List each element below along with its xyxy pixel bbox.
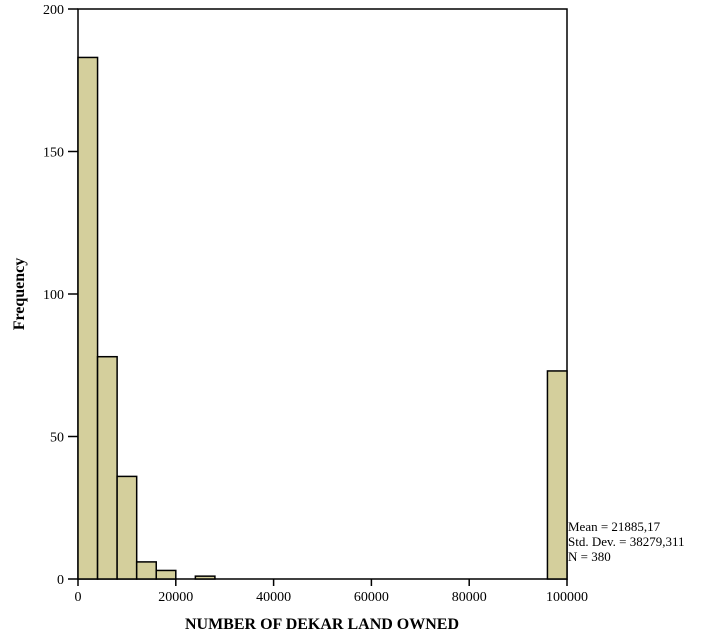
histogram-bar: [155, 569, 177, 580]
stat-mean: Mean = 21885,17: [568, 519, 661, 534]
histogram-bar: [96, 355, 118, 580]
x-tick-label: 100000: [546, 590, 588, 605]
y-tick-label: 150: [43, 146, 64, 161]
x-tick-label: 60000: [354, 590, 389, 605]
histogram-bar: [116, 475, 138, 580]
x-tick-label: 0: [75, 590, 82, 605]
stat-n: N = 380: [568, 549, 611, 564]
histogram-bar: [546, 370, 568, 580]
y-tick-label: 100: [43, 288, 64, 303]
y-tick-label: 200: [43, 3, 64, 18]
histogram-bar: [194, 575, 216, 580]
x-tick-label: 80000: [452, 590, 487, 605]
plot-area-frame: [77, 8, 568, 580]
stat-std-dev: Std. Dev. = 38279,311: [568, 534, 685, 549]
x-tick-label: 40000: [256, 590, 291, 605]
y-tick-label: 50: [50, 431, 64, 446]
y-tick-label: 0: [57, 573, 64, 588]
histogram-bar: [135, 561, 157, 580]
y-axis-ticks: 0 50 100 150 200: [43, 3, 78, 588]
histogram-bar: [77, 56, 99, 580]
x-axis-ticks: 0 20000 40000 60000 80000 100000: [75, 579, 588, 605]
bars-group: [77, 56, 568, 580]
y-axis-title: Frequency: [11, 258, 28, 331]
x-tick-label: 20000: [158, 590, 193, 605]
x-axis-title: NUMBER OF DEKAR LAND OWNED: [185, 616, 459, 633]
